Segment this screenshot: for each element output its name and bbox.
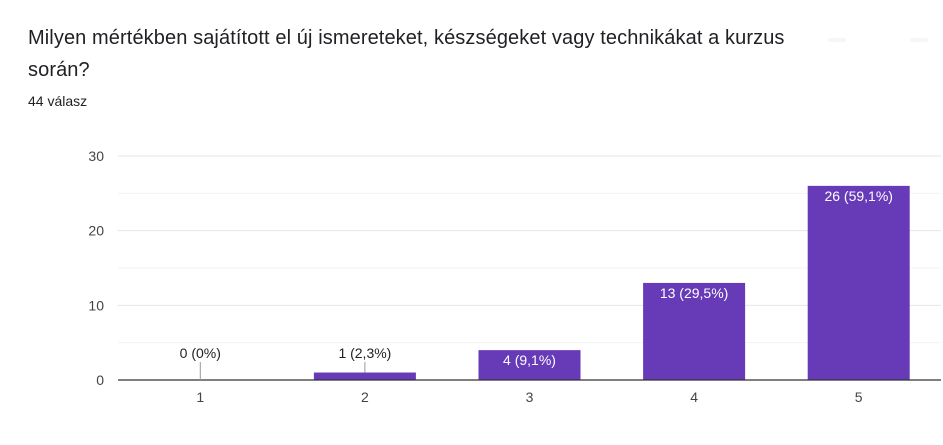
data-label: 0 (0%)	[180, 345, 221, 361]
x-tick-label: 4	[690, 389, 698, 405]
question-title: Milyen mértékben sajátított el új ismere…	[28, 27, 785, 81]
x-tick-label: 3	[526, 389, 534, 405]
grid-layer	[118, 155, 941, 344]
response-count: 44 válasz	[28, 93, 88, 109]
x-tick-label: 5	[855, 389, 863, 405]
x-tick-label: 1	[196, 389, 204, 405]
data-label: 4 (9,1%)	[503, 352, 556, 368]
bar	[807, 185, 910, 380]
decorative-mark	[910, 38, 928, 42]
decorative-mark	[828, 38, 846, 42]
axis-layer: 0 10 20 30 1 2 3 4 5	[88, 148, 941, 405]
y-tick-label: 0	[96, 372, 104, 388]
data-label: 1 (2,3%)	[338, 345, 391, 361]
y-tick-label: 30	[88, 148, 104, 164]
y-tick-label: 10	[88, 297, 104, 313]
bar	[478, 350, 581, 380]
bar	[643, 282, 746, 380]
label-layer: 0 (0%) 1 (2,3%) 4 (9,1%) 13 (29,5%) 26 (59,1…	[180, 188, 893, 380]
y-tick-label: 20	[88, 223, 104, 239]
bar	[313, 372, 416, 380]
x-tick-label: 2	[361, 389, 369, 405]
data-label: 13 (29,5%)	[660, 285, 728, 301]
data-label: 26 (59,1%)	[824, 188, 892, 204]
bar-layer	[313, 185, 910, 380]
